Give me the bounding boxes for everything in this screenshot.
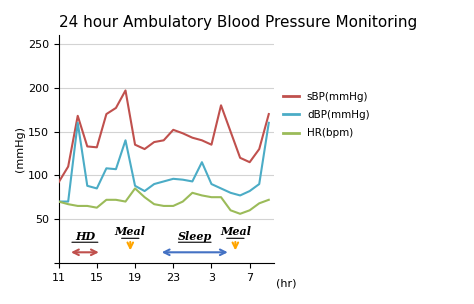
Text: Sleep: Sleep	[178, 231, 212, 242]
Text: Meal: Meal	[115, 226, 146, 237]
Text: 24 hour Ambulatory Blood Pressure Monitoring: 24 hour Ambulatory Blood Pressure Monito…	[59, 15, 417, 30]
Text: (hr): (hr)	[276, 278, 297, 288]
Text: HD: HD	[75, 231, 95, 242]
Y-axis label: (mmHg): (mmHg)	[15, 126, 25, 172]
Legend: sBP(mmHg), dBP(mmHg), HR(bpm): sBP(mmHg), dBP(mmHg), HR(bpm)	[279, 88, 374, 143]
Text: Meal: Meal	[220, 226, 251, 237]
